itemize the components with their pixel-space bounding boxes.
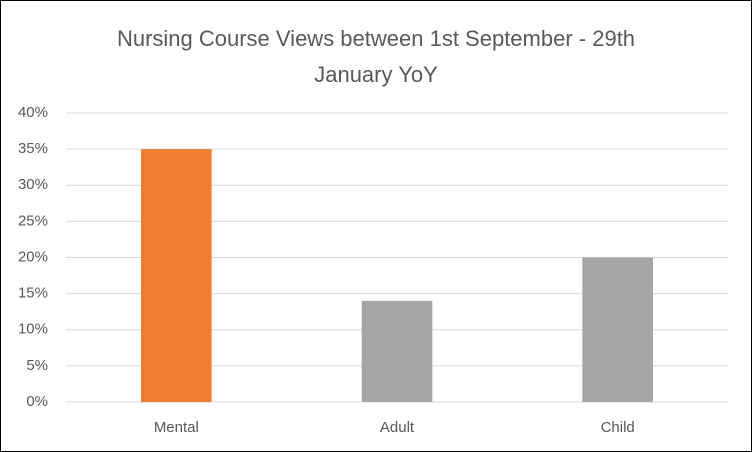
- y-tick-label: 15%: [18, 285, 48, 302]
- bar: [361, 300, 433, 402]
- y-tick-label: 30%: [18, 176, 48, 193]
- y-tick-label: 10%: [18, 321, 48, 338]
- bar: [582, 257, 653, 402]
- x-tick-label: Child: [601, 419, 635, 436]
- chart-title: Nursing Course Views between 1st Septemb…: [116, 26, 636, 87]
- bar: [141, 149, 212, 402]
- y-tick-label: 5%: [26, 357, 48, 374]
- y-tick-label: 35%: [18, 140, 48, 157]
- y-tick-label: 40%: [18, 104, 48, 121]
- y-tick-label: 20%: [18, 248, 48, 265]
- y-tick-label: 0%: [26, 393, 48, 410]
- y-tick-label: 25%: [18, 212, 48, 229]
- x-tick-label: Adult: [380, 419, 415, 436]
- x-tick-label: Mental: [154, 419, 199, 436]
